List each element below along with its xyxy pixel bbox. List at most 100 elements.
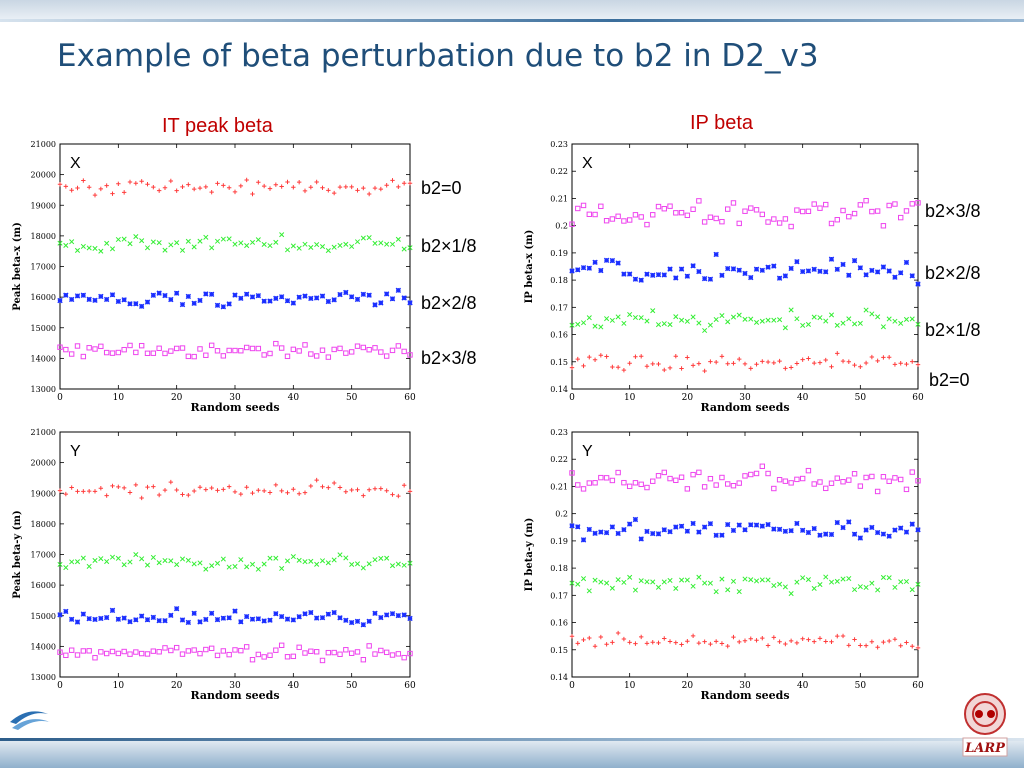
data-point (69, 559, 75, 565)
data-point (150, 239, 156, 245)
data-point (302, 490, 308, 495)
data-point (880, 223, 887, 229)
series-points (57, 642, 413, 664)
data-point (846, 213, 852, 220)
data-point (846, 272, 852, 278)
y-tick-label: 18000 (31, 520, 56, 529)
data-point (610, 364, 615, 370)
data-point (407, 489, 413, 494)
data-point (249, 656, 256, 663)
data-point (81, 489, 86, 494)
data-point (655, 531, 662, 537)
data-point (644, 484, 650, 491)
data-point (389, 563, 396, 569)
data-point (592, 644, 598, 649)
data-point (823, 357, 828, 363)
data-point (290, 300, 297, 306)
data-point (621, 636, 627, 642)
data-point (407, 352, 413, 358)
data-point (886, 202, 892, 209)
data-point (644, 528, 650, 535)
x-tick-label: 30 (229, 393, 241, 403)
data-point (742, 316, 748, 322)
data-point (396, 184, 401, 190)
data-point (378, 486, 384, 491)
data-point (748, 366, 753, 371)
data-point (115, 616, 122, 622)
data-point (244, 243, 250, 249)
data-point (173, 290, 180, 296)
data-point (811, 314, 817, 320)
data-point (121, 648, 127, 655)
data-point (603, 475, 610, 481)
data-point (360, 656, 367, 663)
data-point (407, 650, 413, 657)
data-point (730, 578, 737, 584)
data-point (679, 366, 684, 371)
data-point (291, 487, 296, 492)
data-point (621, 320, 627, 326)
data-point (828, 312, 835, 318)
data-point (57, 240, 63, 246)
x-tick-label: 50 (346, 681, 358, 691)
data-point (898, 270, 904, 276)
data-point (372, 486, 378, 491)
data-point (840, 479, 846, 485)
data-point (598, 324, 604, 330)
data-point (238, 240, 244, 246)
data-point (777, 581, 783, 587)
data-point (598, 529, 604, 535)
data-point (851, 257, 858, 264)
data-point (678, 523, 685, 529)
data-point (69, 485, 74, 490)
data-point (892, 274, 898, 280)
data-point (915, 645, 921, 651)
data-point (109, 292, 116, 298)
data-point (226, 236, 232, 242)
data-point (794, 207, 800, 213)
data-point (116, 181, 121, 186)
data-point (569, 221, 575, 227)
data-point (713, 316, 719, 323)
data-point (892, 584, 898, 590)
x-tick-label: 60 (404, 681, 416, 691)
y-axis-label: IP beta-x (m) (524, 230, 535, 304)
data-point (603, 257, 610, 263)
data-point (892, 318, 898, 324)
data-point (655, 584, 662, 590)
data-point (214, 652, 221, 659)
data-point (753, 319, 760, 325)
data-point (186, 492, 191, 498)
slide-title: Example of beta perturbation due to b2 i… (57, 38, 819, 74)
data-point (290, 346, 297, 353)
data-point (800, 636, 805, 641)
data-point (389, 347, 396, 354)
data-point (621, 479, 627, 486)
data-point (846, 316, 852, 322)
data-point (846, 643, 851, 648)
data-point (788, 591, 794, 597)
data-point (314, 477, 319, 483)
data-point (133, 233, 139, 240)
data-point (144, 651, 151, 657)
data-point (702, 580, 708, 586)
data-point (690, 314, 696, 320)
data-point (395, 287, 402, 293)
data-point (203, 566, 209, 572)
y-tick-label: 17000 (31, 551, 56, 560)
data-point (378, 240, 384, 246)
data-point (759, 267, 765, 273)
data-point (366, 235, 372, 241)
data-point (57, 182, 63, 187)
data-point (150, 554, 156, 560)
data-point (69, 188, 74, 193)
data-point (604, 354, 609, 359)
data-point (86, 615, 92, 622)
data-point (580, 486, 587, 492)
data-point (389, 652, 396, 658)
data-point (197, 297, 203, 304)
data-point (840, 524, 846, 531)
data-point (331, 609, 337, 616)
data-point (592, 323, 598, 329)
data-point (673, 524, 679, 530)
